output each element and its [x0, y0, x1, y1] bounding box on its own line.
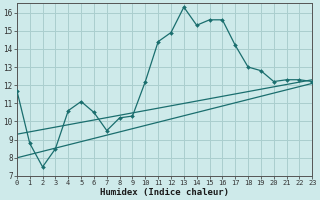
X-axis label: Humidex (Indice chaleur): Humidex (Indice chaleur): [100, 188, 229, 197]
